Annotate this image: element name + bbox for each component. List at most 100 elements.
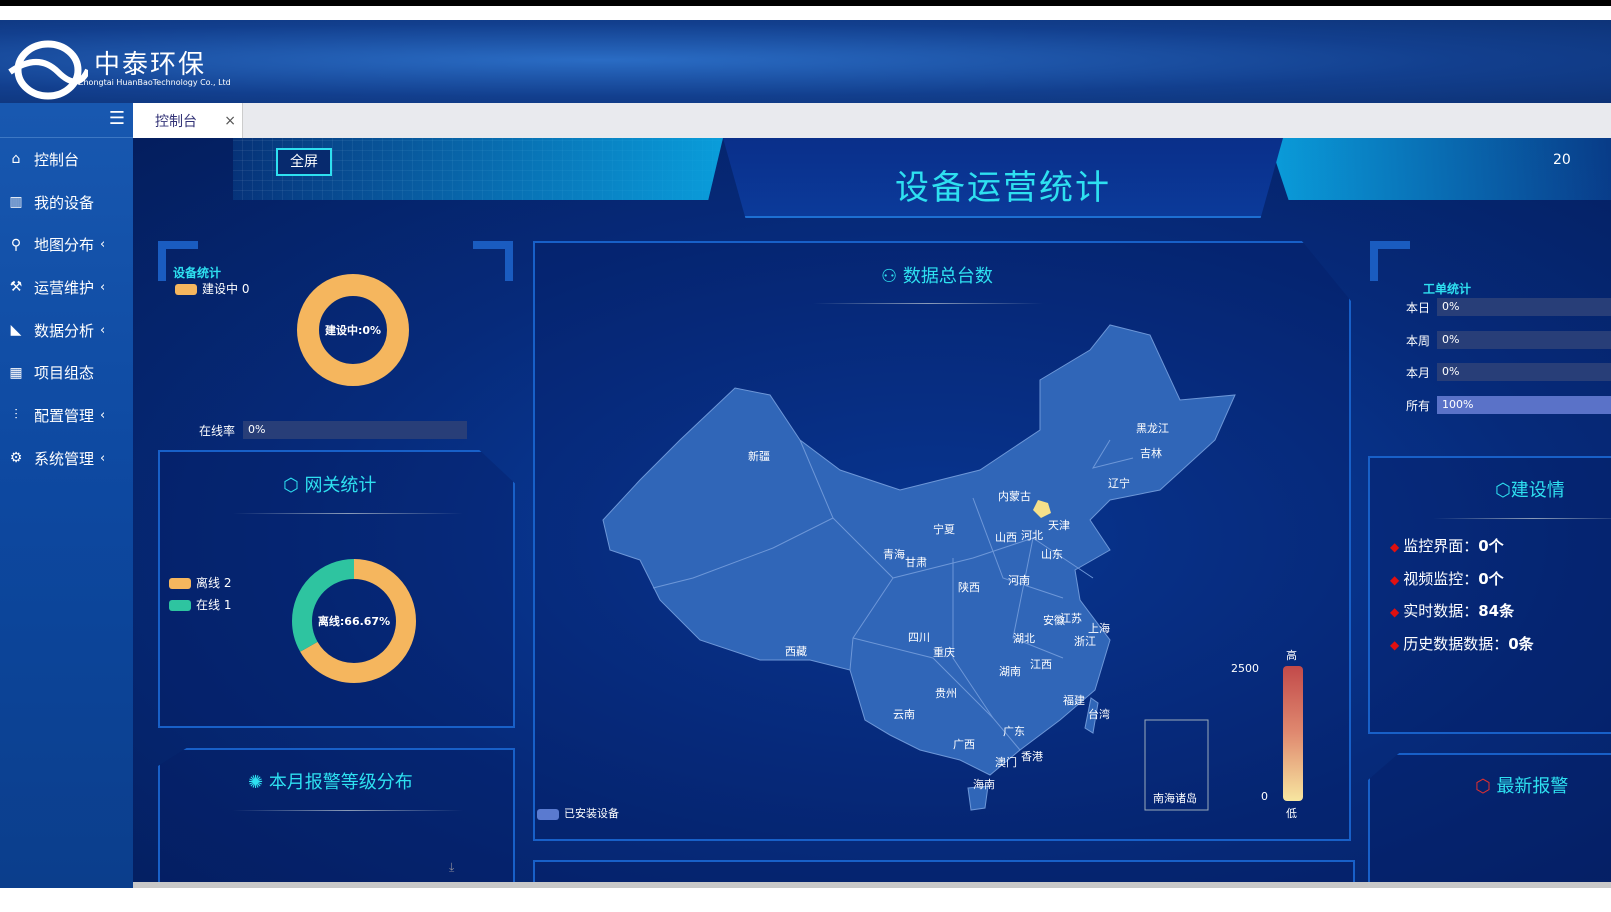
sidebar-item-label: 配置管理 <box>34 406 95 425</box>
visual-map-scale[interactable] <box>1283 666 1303 801</box>
donut-slice-building[interactable] <box>297 274 409 386</box>
sidebar-item[interactable]: ⚲ 地图分布 ‹ <box>0 223 133 266</box>
province-label[interactable]: 云南 <box>893 708 915 721</box>
province-label[interactable]: 陕西 <box>958 580 980 594</box>
sidebar-item[interactable]: ◣ 数据分析 ‹ <box>0 309 133 352</box>
province-borders <box>652 439 1134 751</box>
province-label[interactable]: 吉林 <box>1140 446 1162 460</box>
close-icon[interactable]: × <box>224 112 236 129</box>
work-order-value: 0% <box>1442 365 1460 378</box>
province-label[interactable]: 重庆 <box>933 645 955 659</box>
company-name-en: Zhongtai HuanBaoTechnology Co., Ltd <box>78 78 231 87</box>
download-icon[interactable]: ⤓ <box>449 860 455 874</box>
province-label[interactable]: 贵州 <box>935 687 957 700</box>
scale-low: 低 <box>1286 807 1297 820</box>
map-legend[interactable]: 已安装设备 <box>537 805 619 821</box>
horizontal-scrollbar[interactable] <box>133 882 1611 888</box>
menu-icon[interactable]: ☰ <box>0 103 133 138</box>
province-label[interactable]: 新疆 <box>748 449 770 463</box>
fullscreen-button[interactable]: 全屏 <box>276 148 332 176</box>
province-label[interactable]: 山东 <box>1041 548 1063 561</box>
province-label[interactable]: 浙江 <box>1074 635 1096 648</box>
province-label[interactable]: 福建 <box>1063 693 1085 707</box>
online-rate-value: 0% <box>248 423 266 436</box>
province-label[interactable]: 湖南 <box>999 665 1021 678</box>
province-label[interactable]: 海南 <box>973 777 995 791</box>
construction-stat: ◆ 实时数据：84条 <box>1390 600 1514 621</box>
virus-icon: ✺ <box>248 772 269 793</box>
province-label[interactable]: 湖北 <box>1013 632 1035 645</box>
legend-value: 0 <box>241 282 250 296</box>
tab-label: 控制台 <box>155 113 197 130</box>
donut-slice-online[interactable] <box>292 559 416 683</box>
sidebar-item-label: 控制台 <box>34 150 80 169</box>
province-label[interactable]: 江西 <box>1030 658 1052 671</box>
diamond-icon: ◆ <box>1390 637 1400 652</box>
divider <box>1433 518 1611 519</box>
device-legend[interactable]: 建设中 0 <box>175 280 249 297</box>
province-label[interactable]: 上海 <box>1088 621 1110 635</box>
gateway-title: ⬡ 网关统计 <box>283 475 377 496</box>
chevron-left-icon: ‹ <box>100 237 106 253</box>
gear-icon: ⚙ <box>9 450 23 467</box>
dashboard: 设备运营统计 全屏 20 设备统计 建设中 0 建设中:0% 在线率 0% ⬡ … <box>133 138 1611 882</box>
alarm-level-panel <box>158 748 515 882</box>
province-label[interactable]: 内蒙古 <box>998 489 1031 503</box>
tab-console[interactable]: 控制台 × <box>133 103 243 138</box>
nodes-icon: ⚇ <box>881 266 903 287</box>
gateway-legend-online[interactable]: 在线 1 <box>169 596 231 613</box>
province-label[interactable]: 甘肃 <box>905 556 927 569</box>
province-label[interactable]: 澳门 <box>995 755 1017 769</box>
page-title: 设备运营统计 <box>895 168 1111 208</box>
province-label[interactable]: 四川 <box>908 631 930 644</box>
province-label[interactable]: 西藏 <box>785 645 807 658</box>
sidebar-item-label: 系统管理 <box>34 449 95 468</box>
province-label[interactable]: 天津 <box>1048 519 1070 532</box>
province-label[interactable]: 广东 <box>1003 725 1025 738</box>
device-donut-chart <box>297 274 409 386</box>
province-label[interactable]: 河南 <box>1008 574 1030 587</box>
logo-wave-icon <box>8 40 88 100</box>
diamond-icon: ◆ <box>1390 572 1400 587</box>
latest-alarm-title: ⬡ 最新报警 <box>1475 776 1569 797</box>
legend-swatch <box>169 600 191 611</box>
legend-label: 建设中 <box>202 282 239 296</box>
sidebar-item[interactable]: ▦ 项目组态 <box>0 351 133 394</box>
province-label[interactable]: 安徽 <box>1043 613 1065 627</box>
province-label[interactable]: 台湾 <box>1088 707 1110 721</box>
company-logo: 中泰环保 Zhongtai HuanBaoTechnology Co., Ltd <box>8 32 231 102</box>
legend-swatch <box>537 808 559 820</box>
sidebar-item[interactable]: ⌂ 控制台 <box>0 138 133 181</box>
divider <box>233 513 463 514</box>
work-order-value: 0% <box>1442 300 1460 313</box>
province-label[interactable]: 江苏 <box>1060 612 1082 625</box>
hainan[interactable] <box>967 785 989 811</box>
province-label[interactable]: 辽宁 <box>1108 476 1130 490</box>
bottom-center-panel <box>533 860 1355 882</box>
tools-icon: ⚒ <box>9 279 23 296</box>
legend-value: 1 <box>223 598 232 612</box>
gateway-legend-offline[interactable]: 离线 2 <box>169 574 231 591</box>
province-label[interactable]: 河北 <box>1021 529 1043 542</box>
gauge-icon: ⬡ <box>1495 480 1511 501</box>
stat-label: 视频监控： <box>1403 569 1479 588</box>
taiwan[interactable] <box>1084 697 1099 734</box>
province-label[interactable]: 黑龙江 <box>1136 422 1169 435</box>
sidebar-item-label: 地图分布 <box>34 236 95 255</box>
province-label[interactable]: 宁夏 <box>933 522 955 536</box>
beijing-highlight[interactable] <box>1033 500 1051 518</box>
sidebar-item[interactable]: ⚒ 运营维护 ‹ <box>0 266 133 309</box>
province-label[interactable]: 香港 <box>1021 750 1043 763</box>
inset-label: 南海诸岛 <box>1153 792 1197 805</box>
sidebar-item[interactable]: ⚙ 系统管理 ‹ <box>0 437 133 480</box>
legend-label: 已安装设备 <box>564 807 619 820</box>
gateway-donut-label: 离线:66.67% <box>317 615 391 628</box>
province-label[interactable]: 山西 <box>995 531 1017 544</box>
sidebar-item[interactable]: ⫶ 配置管理 ‹ <box>0 394 133 437</box>
province-label[interactable]: 广西 <box>953 738 975 751</box>
province-label[interactable]: 青海 <box>883 547 905 561</box>
sidebar-item-label: 运营维护 <box>34 278 95 297</box>
sidebar: ☰ ⌂ 控制台 ▥ 我的设备 ⚲ 地图分布 ‹ ⚒ 运营维护 ‹ ◣ 数据分析 ‹ ▦ 项目组态 ⫶ 配置管理 ‹… <box>0 103 133 888</box>
china-mainland[interactable] <box>602 324 1236 776</box>
sidebar-item[interactable]: ▥ 我的设备 <box>0 181 133 224</box>
